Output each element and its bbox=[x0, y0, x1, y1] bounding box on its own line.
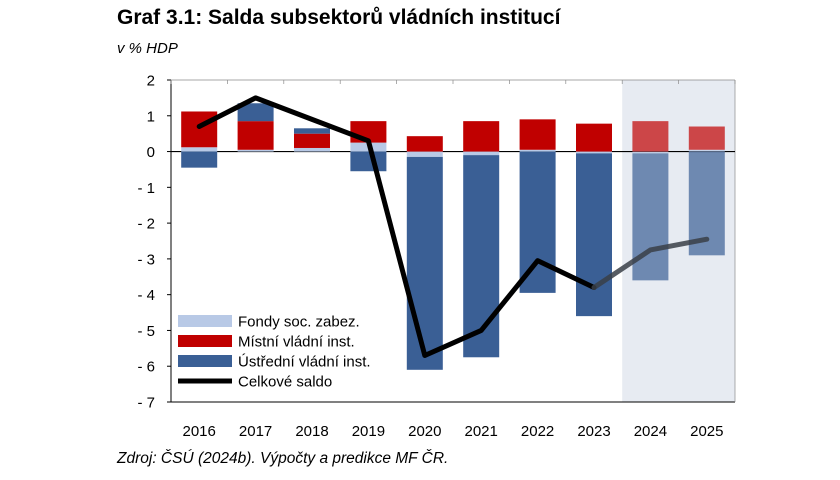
bar-fondy-2021 bbox=[463, 151, 500, 156]
x-tick-label-2025: 2025 bbox=[690, 423, 723, 440]
bar-mistni-2018 bbox=[294, 133, 330, 148]
bar-mistni-2021 bbox=[463, 121, 500, 152]
x-tick-label-2020: 2020 bbox=[408, 423, 441, 440]
y-tick-label: 1 bbox=[147, 108, 155, 125]
bar-fondy-2023 bbox=[576, 151, 612, 154]
line-layer bbox=[196, 95, 710, 358]
chart-title: Graf 3.1: Salda subsektorů vládních inst… bbox=[117, 6, 561, 29]
y-tick-label: - 2 bbox=[137, 216, 155, 233]
legend-label-mistni: Místní vládní inst. bbox=[238, 334, 355, 351]
x-tick-label-2021: 2021 bbox=[465, 423, 498, 440]
legend-swatch-ustredni bbox=[178, 355, 232, 367]
bar-fondy-2025 bbox=[688, 149, 725, 152]
y-tick-label: - 5 bbox=[137, 323, 155, 340]
x-tick-label-2022: 2022 bbox=[521, 423, 554, 440]
y-tick-label: - 3 bbox=[137, 251, 155, 268]
bar-ustredni-2020 bbox=[406, 156, 443, 370]
bar-mistni-2024 bbox=[632, 121, 669, 152]
x-tick-label-2016: 2016 bbox=[183, 423, 216, 440]
bar-fondy-2022 bbox=[519, 149, 556, 152]
bar-fondy-2020 bbox=[406, 151, 443, 157]
bar-mistni-2022 bbox=[519, 119, 556, 150]
bar-ustredni-2017 bbox=[237, 103, 274, 122]
y-tick-label: 2 bbox=[147, 73, 155, 90]
bar-ustredni-2019 bbox=[350, 151, 387, 172]
chart-subtitle: v % HDP bbox=[117, 40, 178, 57]
chart-source: Zdroj: ČSÚ (2024b). Výpočty a predikce M… bbox=[117, 450, 449, 467]
bar-fondy-2017 bbox=[237, 149, 274, 152]
bar-fondy-2016 bbox=[181, 147, 218, 152]
legend-swatch-fondy bbox=[178, 315, 232, 327]
legend-swatch-mistni bbox=[178, 335, 232, 347]
bar-mistni-2020 bbox=[406, 136, 443, 152]
line-celkove-saldo bbox=[196, 95, 597, 358]
bar-mistni-2023 bbox=[576, 123, 612, 152]
y-tick-label: - 6 bbox=[137, 359, 155, 376]
y-tick-label: 0 bbox=[147, 144, 155, 161]
x-tick-label-2019: 2019 bbox=[352, 423, 385, 440]
legend-label-celkove: Celkové saldo bbox=[238, 374, 332, 391]
bar-mistni-2017 bbox=[237, 121, 274, 150]
legend-label-fondy: Fondy soc. zabez. bbox=[238, 314, 360, 331]
bar-mistni-2025 bbox=[688, 126, 725, 150]
legend: Fondy soc. zabez. Místní vládní inst. Ústř… bbox=[178, 314, 371, 391]
bar-mistni-2016 bbox=[181, 111, 218, 148]
bar-fondy-2024 bbox=[632, 151, 669, 154]
tick-label-layer: 2 1 0 - 1 - 2 - 3 - 4 - 5 - 6 - 7 2016 2017 2018 2019… bbox=[137, 73, 723, 441]
x-tick-label-2018: 2018 bbox=[295, 423, 328, 440]
bar-fondy-2018 bbox=[294, 147, 330, 152]
bar-ustredni-2022 bbox=[519, 151, 556, 293]
y-tick-label: - 1 bbox=[137, 180, 155, 197]
line-celkove-saldo-forecast bbox=[591, 236, 710, 291]
bar-ustredni-2023 bbox=[576, 153, 612, 317]
x-tick-label-2023: 2023 bbox=[577, 423, 610, 440]
x-tick-label-2017: 2017 bbox=[239, 423, 272, 440]
bar-ustredni-2016 bbox=[181, 151, 218, 168]
y-tick-label: - 7 bbox=[137, 395, 155, 412]
legend-label-ustredni: Ústřední vládní inst. bbox=[238, 354, 371, 371]
bar-ustredni-2021 bbox=[463, 155, 500, 358]
x-tick-label-2024: 2024 bbox=[634, 423, 667, 440]
y-tick-label: - 4 bbox=[137, 287, 155, 304]
bar-ustredni-2018 bbox=[294, 128, 330, 134]
